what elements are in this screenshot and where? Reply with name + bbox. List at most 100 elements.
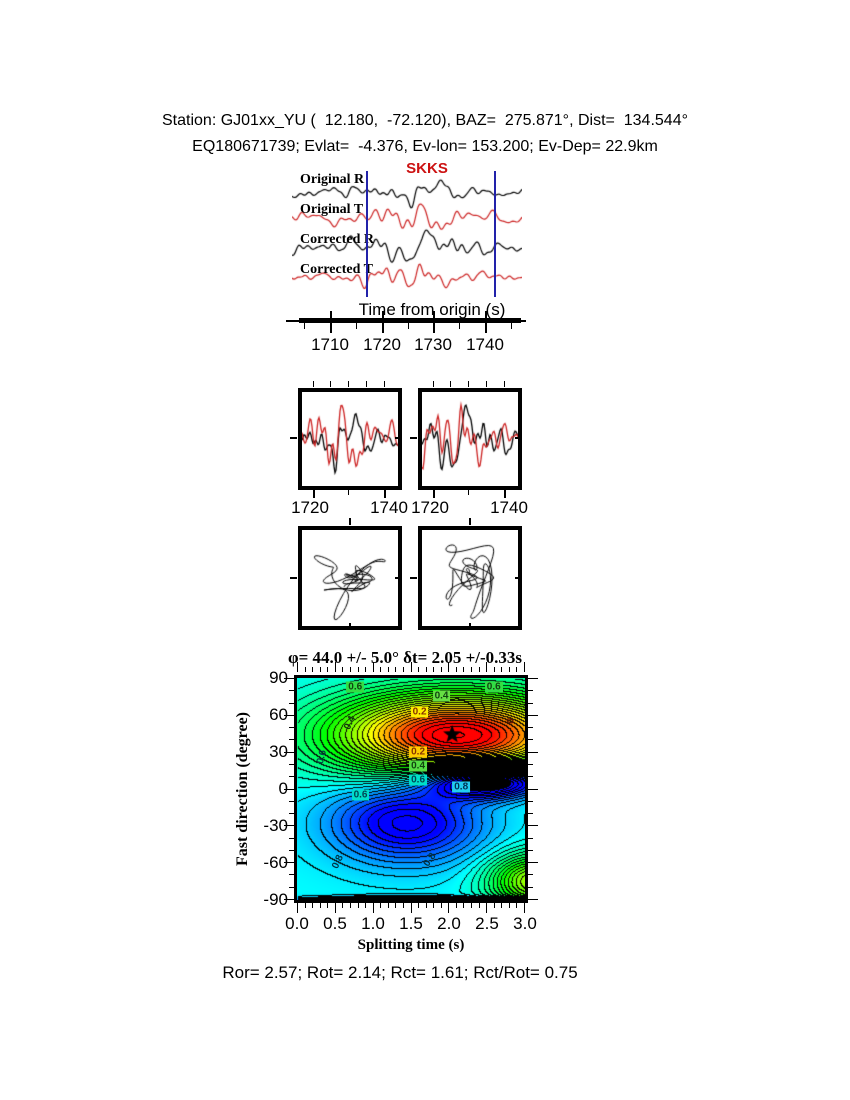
tick-mark: [485, 311, 487, 318]
tick-mark: [459, 323, 460, 329]
tick-mark: [515, 437, 522, 439]
tick-mark: [418, 903, 420, 908]
contour-value-label: 0.8: [452, 781, 471, 793]
particle-motion-canvas-original: [302, 530, 398, 626]
wavebox-tick-1: 1720: [291, 498, 329, 517]
tick-mark: [508, 903, 510, 908]
tick-mark: [432, 490, 435, 498]
tick-mark: [485, 323, 487, 333]
tick-mark: [330, 311, 332, 318]
tick-mark: [289, 837, 294, 839]
tick-mark: [418, 667, 420, 672]
ytick-0: 0: [278, 779, 288, 798]
tick-mark: [290, 437, 297, 439]
tick-mark: [366, 381, 368, 387]
trace-label-original-t: Original T: [300, 202, 364, 217]
tick-mark: [528, 751, 538, 753]
tick-mark: [383, 490, 386, 498]
tick-mark: [289, 763, 294, 765]
ytick-90: 90: [269, 668, 288, 687]
tick-mark: [297, 903, 298, 913]
window-end-marker: [494, 171, 496, 297]
tick-mark: [402, 667, 404, 672]
xtick-00: 0.0: [285, 914, 309, 933]
ytick-60: 60: [269, 705, 288, 724]
tick-mark: [289, 776, 294, 778]
station-header-line: Station: GJ01xx_YU ( 12.180, -72.120), B…: [162, 112, 688, 129]
seismogram-canvas: [292, 166, 522, 301]
wavebox-tick-4: 1740: [490, 498, 528, 517]
tick-mark: [528, 776, 533, 778]
tick-mark: [440, 903, 442, 908]
windowed-waveform-canvas-original: [302, 392, 398, 486]
tick-mark: [284, 862, 294, 864]
tick-mark: [433, 311, 435, 318]
tick-mark: [284, 825, 294, 827]
time-tick-1710: 1710: [311, 335, 349, 354]
tick-mark: [528, 862, 538, 864]
contour-value-label: 0.4: [409, 760, 428, 772]
tick-mark: [433, 903, 435, 908]
tick-mark: [528, 813, 533, 815]
contour-value-label: 0.2: [410, 706, 429, 718]
tick-mark: [528, 899, 538, 900]
tick-mark: [342, 903, 344, 908]
xtick-15: 1.5: [399, 914, 423, 933]
tick-mark: [528, 690, 533, 692]
tick-mark: [528, 874, 533, 876]
tick-mark: [402, 903, 404, 908]
tick-mark: [395, 667, 397, 672]
tick-mark: [528, 763, 533, 765]
tick-mark: [382, 323, 384, 333]
tick-mark: [312, 381, 314, 387]
tick-mark: [503, 490, 506, 498]
tick-mark: [478, 667, 480, 672]
tick-mark: [516, 903, 518, 908]
tick-mark: [448, 903, 450, 913]
results-footer: Ror= 2.57; Rot= 2.14; Rct= 1.61; Rct/Rot…: [222, 963, 578, 982]
time-axis-title: Time from origin (s): [358, 300, 506, 319]
tick-mark: [493, 667, 495, 672]
tick-mark: [463, 667, 465, 672]
tick-mark: [516, 667, 518, 672]
tick-mark: [395, 437, 402, 439]
tick-mark: [387, 667, 389, 672]
tick-mark: [349, 518, 351, 525]
particle-motion-box-corrected: [418, 526, 522, 630]
tick-mark: [319, 903, 321, 908]
tick-mark: [356, 323, 357, 329]
tick-mark: [524, 662, 525, 672]
xtick-30: 3.0: [513, 914, 537, 933]
tick-mark: [501, 667, 503, 672]
tick-mark: [289, 886, 294, 888]
tick-mark: [528, 825, 538, 827]
tick-mark: [528, 739, 533, 741]
tick-mark: [289, 813, 294, 815]
tick-mark: [450, 381, 452, 387]
tick-mark: [349, 667, 351, 672]
tick-mark: [289, 874, 294, 876]
trace-label-corrected-r: Corrected R: [300, 232, 374, 247]
xtick-10: 1.0: [361, 914, 385, 933]
tick-mark: [327, 667, 329, 672]
tick-mark: [380, 903, 382, 908]
tick-mark: [319, 667, 321, 672]
contour-value-label: 0.6: [346, 681, 365, 693]
tick-mark: [469, 623, 471, 630]
tick-mark: [327, 903, 329, 908]
tick-mark: [528, 702, 533, 704]
tick-mark: [304, 903, 306, 908]
tick-mark: [478, 903, 480, 908]
tick-mark: [425, 667, 427, 672]
tick-mark: [297, 662, 298, 672]
tick-mark: [289, 702, 294, 704]
tick-mark: [380, 667, 382, 672]
tick-mark: [448, 662, 450, 672]
tick-mark: [486, 903, 488, 913]
tick-mark: [330, 381, 332, 387]
tick-mark: [348, 381, 350, 387]
tick-mark: [289, 727, 294, 729]
windowed-waveform-box-original: [298, 388, 402, 490]
tick-mark: [289, 739, 294, 741]
xtick-25: 2.5: [475, 914, 499, 933]
